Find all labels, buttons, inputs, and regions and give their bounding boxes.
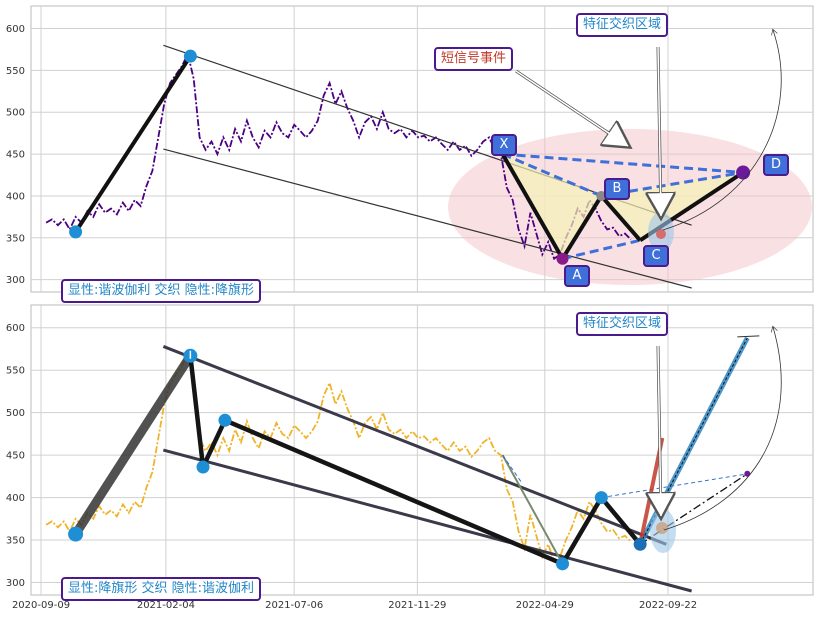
top-zigzag-segment	[599, 194, 642, 242]
top-panel-group	[45, 30, 812, 289]
bottom-projection-dotted	[639, 337, 748, 545]
bottom-projection-arc	[663, 327, 782, 531]
top-pivot-start	[69, 225, 83, 239]
top-c-red-dot	[656, 229, 666, 239]
bottom-zigzag-segment	[560, 496, 604, 565]
top-pivot-b	[596, 190, 607, 201]
top-harmonic-dashed	[601, 171, 744, 198]
point-label-b: B	[604, 178, 630, 200]
top-fact-zone-label: 特征交织区域	[576, 13, 669, 37]
x-tick-label: 2021-11-29	[388, 600, 446, 611]
top-harmonic-dashed	[502, 152, 602, 198]
top-pivot-a	[556, 252, 569, 265]
bottom-pivot	[556, 557, 570, 571]
x-tick-label: 2021-02-04	[137, 600, 195, 611]
top-price-series	[45, 50, 632, 261]
bottom-b-to-d-dashed	[601, 473, 748, 499]
top-fact-zone-arrow-inner	[657, 46, 662, 217]
bottom-fact-zone-label: 特征交织区域	[576, 312, 669, 336]
bottom-legend-label: 显性:降旗形 交织 隐性:谐波伽利	[61, 577, 262, 601]
point-label-c: C	[643, 245, 669, 267]
bottom-pivot	[218, 413, 232, 427]
top-legend-label: 显性:谐波伽利 交织 隐性:降旗形	[61, 279, 262, 303]
y-tick-label: 400	[6, 191, 25, 202]
point-label-a: A	[564, 265, 590, 287]
bottom-zigzag-segment	[188, 355, 206, 468]
bottom-zigzag-segment	[599, 496, 642, 546]
bottom-zigzag-segment	[200, 419, 228, 468]
bottom-leg-thick	[71, 353, 195, 537]
top-short-signal-label: 短信号事件	[434, 47, 514, 71]
bottom-alt-end-dot	[744, 470, 751, 477]
x-tick-label: 2020-09-09	[12, 600, 70, 611]
top-short-signal-arrow-inner	[515, 70, 629, 147]
y-tick-label: 300	[6, 275, 25, 286]
x-tick-label: 2021-07-06	[265, 600, 323, 611]
top-projection-arc	[662, 30, 782, 231]
bottom-zigzag-segment	[224, 418, 564, 566]
bottom-fact-zone-arrow-inner	[657, 345, 662, 517]
bottom-pivot	[68, 526, 84, 542]
top-channel-line	[163, 148, 692, 289]
bottom-pivot	[594, 491, 608, 505]
y-tick-label: 350	[6, 536, 25, 547]
top-pivot-high	[183, 49, 197, 63]
y-tick-label: 600	[6, 323, 25, 334]
y-tick-label: 300	[6, 578, 25, 589]
top-zigzag-segment	[73, 55, 193, 234]
y-tick-label: 450	[6, 150, 25, 161]
bottom-pivot	[633, 537, 647, 551]
bottom-price-series	[45, 350, 632, 563]
bottom-pivot	[196, 460, 210, 474]
y-tick-label: 550	[6, 66, 25, 77]
y-tick-label: 550	[6, 366, 25, 377]
point-label-d: D	[763, 154, 789, 176]
bottom-xa-dashed	[502, 454, 523, 485]
y-tick-label: 500	[6, 108, 25, 119]
y-tick-label: 600	[6, 24, 25, 35]
bottom-channel-line	[162, 448, 693, 593]
top-zigzag-segment	[560, 194, 604, 260]
x-tick-label: 2022-09-22	[639, 600, 697, 611]
top-zigzag-segment	[500, 153, 565, 260]
panel-bottom-frame	[30, 304, 814, 596]
y-tick-label: 450	[6, 451, 25, 462]
bottom-channel-line	[162, 345, 667, 546]
x-tick-label: 2022-04-29	[516, 600, 574, 611]
bottom-projection-cap	[737, 335, 760, 338]
y-tick-label: 350	[6, 233, 25, 244]
y-tick-label: 500	[6, 408, 25, 419]
top-harmonic-dashed	[502, 152, 744, 175]
y-tick-label: 400	[6, 493, 25, 504]
top-pivot-d	[736, 165, 751, 180]
point-label-x: X	[491, 134, 517, 156]
bottom-xa-olive	[501, 454, 564, 565]
bottom-panel-group	[45, 327, 782, 593]
bottom-c-dot	[656, 522, 668, 534]
